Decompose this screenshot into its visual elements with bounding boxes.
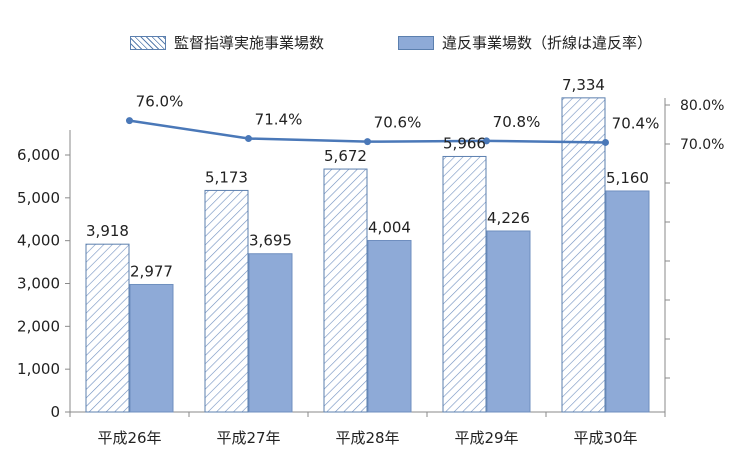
x-tick-label: 平成30年	[573, 429, 637, 447]
x-tick-label: 平成26年	[97, 429, 161, 447]
bar-violations	[129, 283, 174, 413]
y-left-tick-label: 5,000	[17, 189, 60, 207]
x-tick-label: 平成29年	[454, 429, 518, 447]
legend-label-inspected: 監督指導実施事業場数	[174, 34, 325, 52]
bar-violations	[248, 253, 293, 413]
bar-inspected	[442, 155, 487, 413]
data-label-violations: 3,695	[249, 232, 292, 250]
x-tick-label: 平成27年	[216, 429, 280, 447]
labels-group: 3,918 2,977 平成26年 5,173 3,695 平成27年 5,672 4,004…	[86, 76, 659, 447]
legend-swatch-solid	[398, 35, 434, 50]
rate-point	[483, 137, 490, 145]
data-label-inspected: 5,672	[324, 147, 367, 165]
x-tick-label: 平成28年	[335, 429, 399, 447]
rate-point	[602, 138, 609, 146]
data-label-inspected: 3,918	[86, 222, 129, 240]
legend-swatch-hatched	[130, 35, 166, 50]
bar-inspected	[561, 97, 606, 413]
rate-label: 76.0%	[136, 93, 184, 111]
data-label-inspected: 7,334	[562, 76, 605, 94]
bar-violations	[605, 190, 650, 413]
y-left-tick-label: 0	[50, 403, 60, 421]
rate-label: 70.8%	[493, 113, 541, 131]
rate-label: 70.6%	[374, 114, 422, 132]
data-label-inspected: 5,966	[443, 134, 486, 152]
data-label-violations: 5,160	[606, 169, 649, 187]
data-label-violations: 4,004	[368, 218, 411, 236]
y-right-tick-label: 70.0%	[680, 137, 724, 153]
rate-line-group	[126, 117, 609, 146]
rate-point	[245, 135, 252, 143]
rate-label: 70.4%	[612, 114, 660, 132]
chart-legend: 監督指導実施事業場数 違反事業場数（折線は違反率）	[0, 32, 735, 54]
y-left-tick-label: 1,000	[17, 360, 60, 378]
bars-group	[85, 97, 650, 413]
bar-inspected	[85, 243, 130, 413]
rate-point	[126, 117, 133, 125]
y-left-tick-label: 3,000	[17, 275, 60, 293]
legend-item-violations: 違反事業場数（折線は違反率）	[398, 32, 652, 53]
data-label-violations: 4,226	[487, 209, 530, 227]
y-left-tick-label: 4,000	[17, 232, 60, 250]
legend-label-violations: 違反事業場数（折線は違反率）	[442, 34, 653, 52]
bar-violations	[367, 239, 412, 413]
bar-violations	[486, 230, 531, 413]
bar-inspected	[323, 168, 368, 413]
y-left-tick-label: 2,000	[17, 317, 60, 335]
data-label-violations: 2,977	[130, 262, 173, 280]
y-left-tick-label: 6,000	[17, 146, 60, 164]
bar-inspected	[204, 189, 249, 413]
legend-item-inspected: 監督指導実施事業場数	[130, 32, 324, 53]
rate-point	[364, 138, 371, 146]
y-right-tick-label: 80.0%	[680, 98, 724, 114]
data-label-inspected: 5,173	[205, 168, 248, 186]
rate-label: 71.4%	[255, 111, 303, 129]
